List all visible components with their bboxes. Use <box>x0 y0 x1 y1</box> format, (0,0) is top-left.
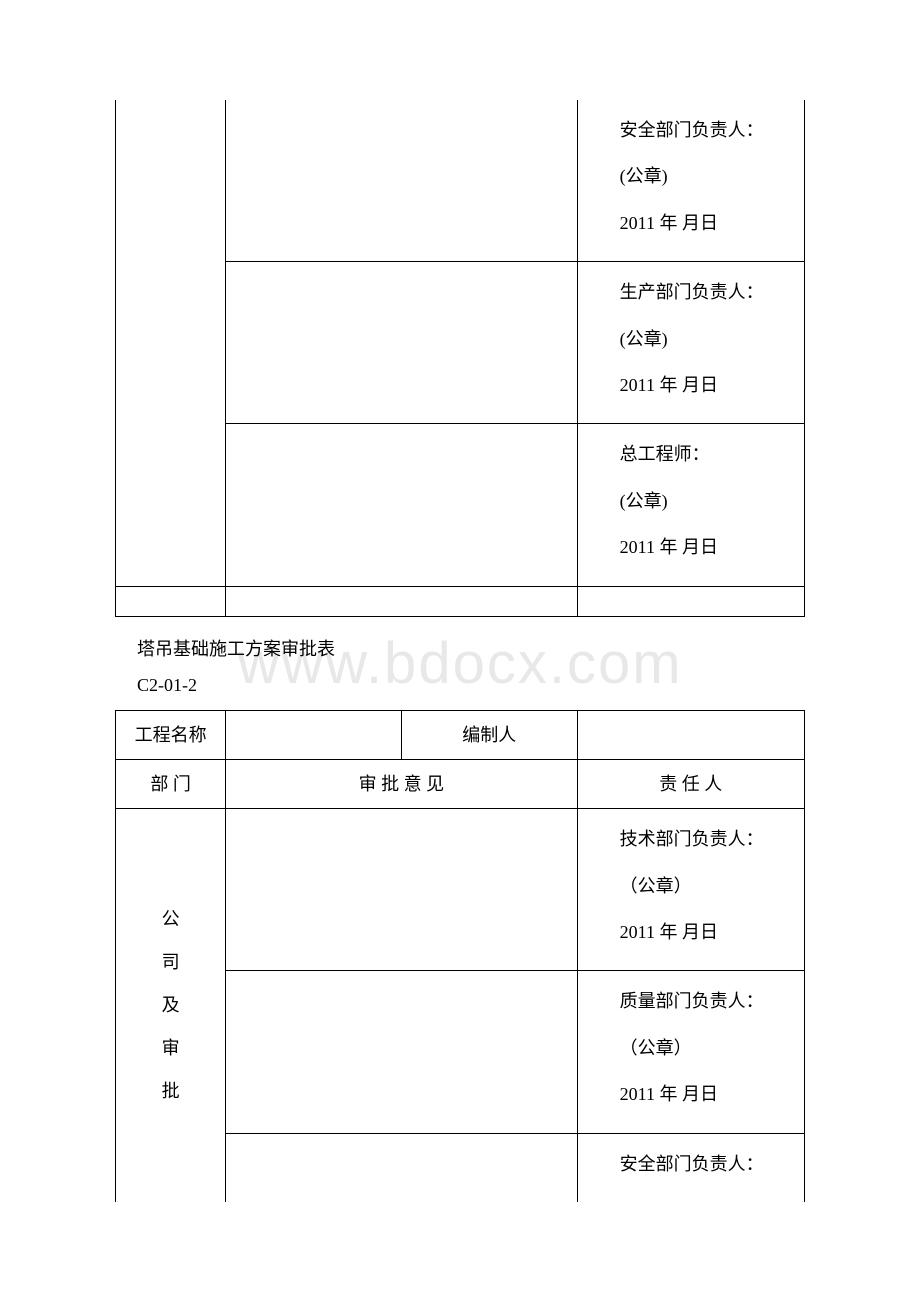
empty-cell <box>226 586 577 616</box>
vertical-char: 及 <box>162 995 180 1015</box>
dept-header: 部 门 <box>116 759 226 808</box>
opinion-cell <box>226 809 577 971</box>
compiler-value <box>577 710 804 759</box>
responsible-label: 总工程师： <box>584 438 798 470</box>
company-approval-label: 公 司 及 审 批 <box>116 809 226 1202</box>
empty-cell <box>577 586 804 616</box>
signature-cell: 安全部门负责人： (公章) 2011 年 月日 <box>577 100 804 262</box>
responsible-label: 质量部门负责人： <box>584 985 798 1017</box>
table-row: 安全部门负责人： (公章) 2011 年 月日 <box>116 100 805 262</box>
signature-cell: 技术部门负责人： （公章） 2011 年 月日 <box>577 809 804 971</box>
seal-label: （公章） <box>584 870 798 902</box>
seal-label: （公章） <box>584 1032 798 1064</box>
responsible-label: 生产部门负责人： <box>584 276 798 308</box>
vertical-char: 公 <box>162 909 180 929</box>
approval-table-upper: 安全部门负责人： (公章) 2011 年 月日 生产部门负责人： (公章) 20… <box>115 100 805 617</box>
table-header-row: 工程名称 编制人 <box>116 710 805 759</box>
table-caption: 塔吊基础施工方案审批表 <box>137 635 805 661</box>
vertical-char: 审 <box>162 1038 180 1058</box>
responsible-header: 责 任 人 <box>577 759 804 808</box>
signature-cell: 总工程师： (公章) 2011 年 月日 <box>577 424 804 586</box>
dept-cell <box>116 100 226 586</box>
signature-cell: 安全部门负责人： <box>577 1133 804 1202</box>
compiler-label: 编制人 <box>401 710 577 759</box>
seal-label: (公章) <box>584 485 798 517</box>
opinion-cell <box>226 1133 577 1202</box>
date-label: 2011 年 月日 <box>584 369 798 401</box>
vertical-char: 司 <box>162 952 180 972</box>
form-code: C2-01-2 <box>137 675 805 696</box>
date-label: 2011 年 月日 <box>584 1078 798 1110</box>
signature-cell: 生产部门负责人： (公章) 2011 年 月日 <box>577 262 804 424</box>
opinion-header: 审 批 意 见 <box>226 759 577 808</box>
seal-label: (公章) <box>584 160 798 192</box>
responsible-label: 技术部门负责人： <box>584 823 798 855</box>
date-label: 2011 年 月日 <box>584 531 798 563</box>
empty-cell <box>116 586 226 616</box>
signature-cell: 质量部门负责人： （公章） 2011 年 月日 <box>577 971 804 1133</box>
table-row: 公 司 及 审 批 技术部门负责人： （公章） 2011 年 月日 <box>116 809 805 971</box>
date-label: 2011 年 月日 <box>584 916 798 948</box>
vertical-char: 批 <box>162 1081 180 1101</box>
table-row <box>116 586 805 616</box>
opinion-cell <box>226 971 577 1133</box>
date-label: 2011 年 月日 <box>584 207 798 239</box>
approval-table-lower: 工程名称 编制人 部 门 审 批 意 见 责 任 人 公 司 及 审 批 技术部… <box>115 710 805 1203</box>
table-header-row: 部 门 审 批 意 见 责 任 人 <box>116 759 805 808</box>
project-name-value <box>226 710 402 759</box>
opinion-cell <box>226 424 577 586</box>
seal-label: (公章) <box>584 323 798 355</box>
opinion-cell <box>226 262 577 424</box>
responsible-label: 安全部门负责人： <box>584 114 798 146</box>
project-name-label: 工程名称 <box>116 710 226 759</box>
responsible-label: 安全部门负责人： <box>584 1148 798 1180</box>
opinion-cell <box>226 100 577 262</box>
